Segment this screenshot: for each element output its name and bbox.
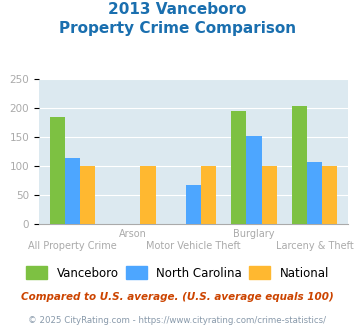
Text: All Property Crime: All Property Crime — [28, 241, 117, 251]
Text: Property Crime Comparison: Property Crime Comparison — [59, 21, 296, 36]
Text: Larceny & Theft: Larceny & Theft — [276, 241, 354, 251]
Bar — [322, 166, 337, 224]
Bar — [186, 185, 201, 224]
Bar — [141, 166, 155, 224]
Bar — [292, 106, 307, 224]
Bar — [80, 166, 95, 224]
Legend: Vanceboro, North Carolina, National: Vanceboro, North Carolina, National — [21, 262, 334, 284]
Text: Arson: Arson — [119, 229, 147, 239]
Text: 2013 Vanceboro: 2013 Vanceboro — [108, 2, 247, 16]
Text: © 2025 CityRating.com - https://www.cityrating.com/crime-statistics/: © 2025 CityRating.com - https://www.city… — [28, 316, 327, 325]
Text: Burglary: Burglary — [233, 229, 275, 239]
Bar — [262, 166, 277, 224]
Bar — [50, 117, 65, 224]
Bar — [201, 166, 216, 224]
Bar — [307, 162, 322, 224]
Bar — [246, 136, 262, 224]
Bar — [65, 158, 80, 224]
Bar — [231, 111, 246, 224]
Text: Compared to U.S. average. (U.S. average equals 100): Compared to U.S. average. (U.S. average … — [21, 292, 334, 302]
Text: Motor Vehicle Theft: Motor Vehicle Theft — [146, 241, 241, 251]
